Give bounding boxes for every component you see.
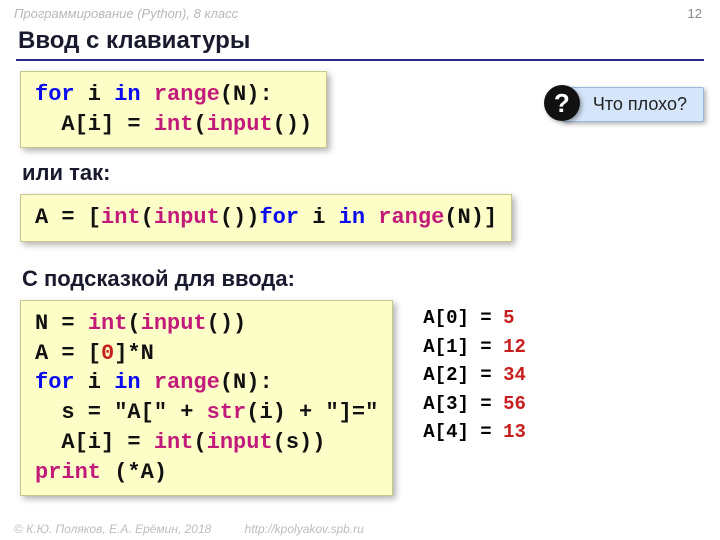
kw-in: in — [114, 370, 140, 395]
code-block-3: N = int(input()) A = [0]*N for i in rang… — [20, 300, 393, 496]
output-label: A[1] = — [423, 336, 491, 358]
output-value: 56 — [492, 393, 526, 415]
output-row: A[0] = 5 — [423, 304, 526, 333]
callout: ? Что плохо? — [562, 87, 704, 122]
kw-for: for — [35, 370, 75, 395]
output-row: A[1] = 12 — [423, 333, 526, 362]
num-zero: 0 — [101, 341, 114, 366]
callout-text: Что плохо? — [562, 87, 704, 122]
fn-int: int — [101, 205, 141, 230]
footer-url: http://kpolyakov.spb.ru — [245, 522, 364, 536]
kw-for: for — [35, 82, 75, 107]
output-value: 12 — [492, 336, 526, 358]
kw-in: in — [114, 82, 140, 107]
output-label: A[0] = — [423, 307, 491, 329]
row-code-output: N = int(input()) A = [0]*N for i in rang… — [20, 300, 700, 502]
output-list: A[0] = 5 A[1] = 12 A[2] = 34 A[3] = 56 A… — [423, 300, 526, 447]
question-mark-icon: ? — [544, 85, 580, 121]
fn-int: int — [88, 311, 128, 336]
footer-author: © К.Ю. Поляков, Е.А. Ерёмин, 2018 — [14, 522, 211, 536]
footer: © К.Ю. Поляков, Е.А. Ерёмин, 2018 http:/… — [14, 522, 364, 536]
fn-int: int — [154, 430, 194, 455]
fn-input: input — [207, 112, 273, 137]
fn-range: range — [154, 82, 220, 107]
fn-input: input — [154, 205, 220, 230]
output-value: 13 — [492, 421, 526, 443]
code-block-1: for i in range(N): A[i] = int(input()) — [20, 71, 327, 148]
output-label: A[3] = — [423, 393, 491, 415]
fn-range: range — [154, 370, 220, 395]
fn-int: int — [154, 112, 194, 137]
slide-content: ? Что плохо? for i in range(N): A[i] = i… — [0, 71, 720, 502]
slide-title: Ввод с клавиатуры — [0, 21, 720, 59]
output-label: A[4] = — [423, 421, 491, 443]
code-block-2: A = [int(input())for i in range(N)] — [20, 194, 512, 242]
subhead-or: или так: — [22, 160, 700, 186]
fn-range: range — [378, 205, 444, 230]
fn-input: input — [207, 430, 273, 455]
kw-for: for — [259, 205, 299, 230]
output-row: A[3] = 56 — [423, 390, 526, 419]
title-underline — [16, 59, 704, 61]
fn-str: str — [207, 400, 247, 425]
output-value: 34 — [492, 364, 526, 386]
subhead-prompt: С подсказкой для ввода: — [22, 266, 700, 292]
kw-in: in — [339, 205, 365, 230]
fn-print: print — [35, 460, 101, 485]
output-label: A[2] = — [423, 364, 491, 386]
course-meta: Программирование (Python), 8 класс — [0, 0, 720, 21]
output-value: 5 — [492, 307, 515, 329]
output-row: A[2] = 34 — [423, 361, 526, 390]
fn-input: input — [141, 311, 207, 336]
page-number: 12 — [688, 6, 702, 21]
output-row: A[4] = 13 — [423, 418, 526, 447]
